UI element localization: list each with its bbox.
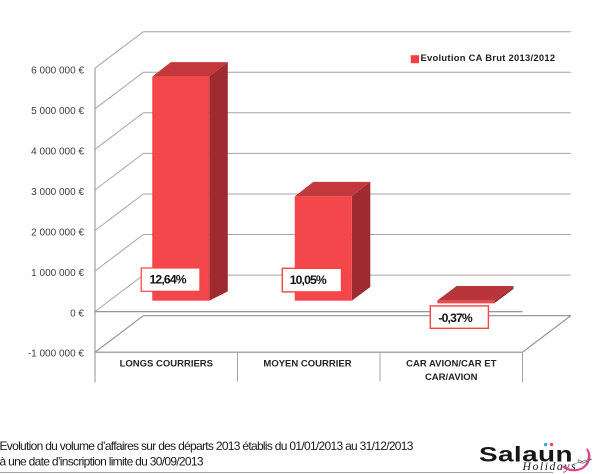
svg-text:MOYEN COURRIER: MOYEN COURRIER	[263, 358, 351, 369]
svg-text:10,05%: 10,05%	[290, 273, 327, 287]
svg-text:12,64%: 12,64%	[150, 273, 187, 287]
svg-text:Salaun: Salaun	[479, 443, 573, 466]
svg-text:-1 000 000 €: -1 000 000 €	[28, 348, 85, 359]
svg-text:0 €: 0 €	[70, 309, 84, 320]
svg-text:-0,37%: -0,37%	[438, 311, 473, 325]
svg-text:3 000 000 €: 3 000 000 €	[31, 187, 84, 198]
svg-text:Evolution du volume d’affaires: Evolution du volume d’affaires sur des d…	[0, 439, 414, 453]
svg-text:5 000 000 €: 5 000 000 €	[31, 106, 84, 117]
svg-text:6 000 000 €: 6 000 000 €	[31, 65, 84, 76]
svg-text:4 000 000 €: 4 000 000 €	[31, 146, 84, 157]
svg-text:2 000 000 €: 2 000 000 €	[31, 228, 84, 239]
svg-text:LONGS COURRIERS: LONGS COURRIERS	[120, 358, 213, 369]
svg-text:à une date d’inscription limit: à une date d’inscription limite du 30/09…	[0, 455, 204, 469]
svg-text:Holidays: Holidays	[522, 459, 578, 473]
svg-text:CAR AVION/CAR ET: CAR AVION/CAR ET	[406, 358, 496, 369]
svg-text:Evolution CA Brut 2013/2012: Evolution CA Brut 2013/2012	[421, 52, 556, 63]
svg-text:1 000 000 €: 1 000 000 €	[31, 268, 84, 279]
svg-text:CAR/AVION: CAR/AVION	[425, 372, 478, 383]
